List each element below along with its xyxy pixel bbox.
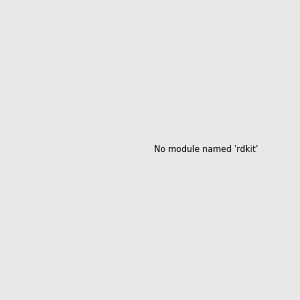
Text: No module named 'rdkit': No module named 'rdkit'	[154, 145, 258, 154]
